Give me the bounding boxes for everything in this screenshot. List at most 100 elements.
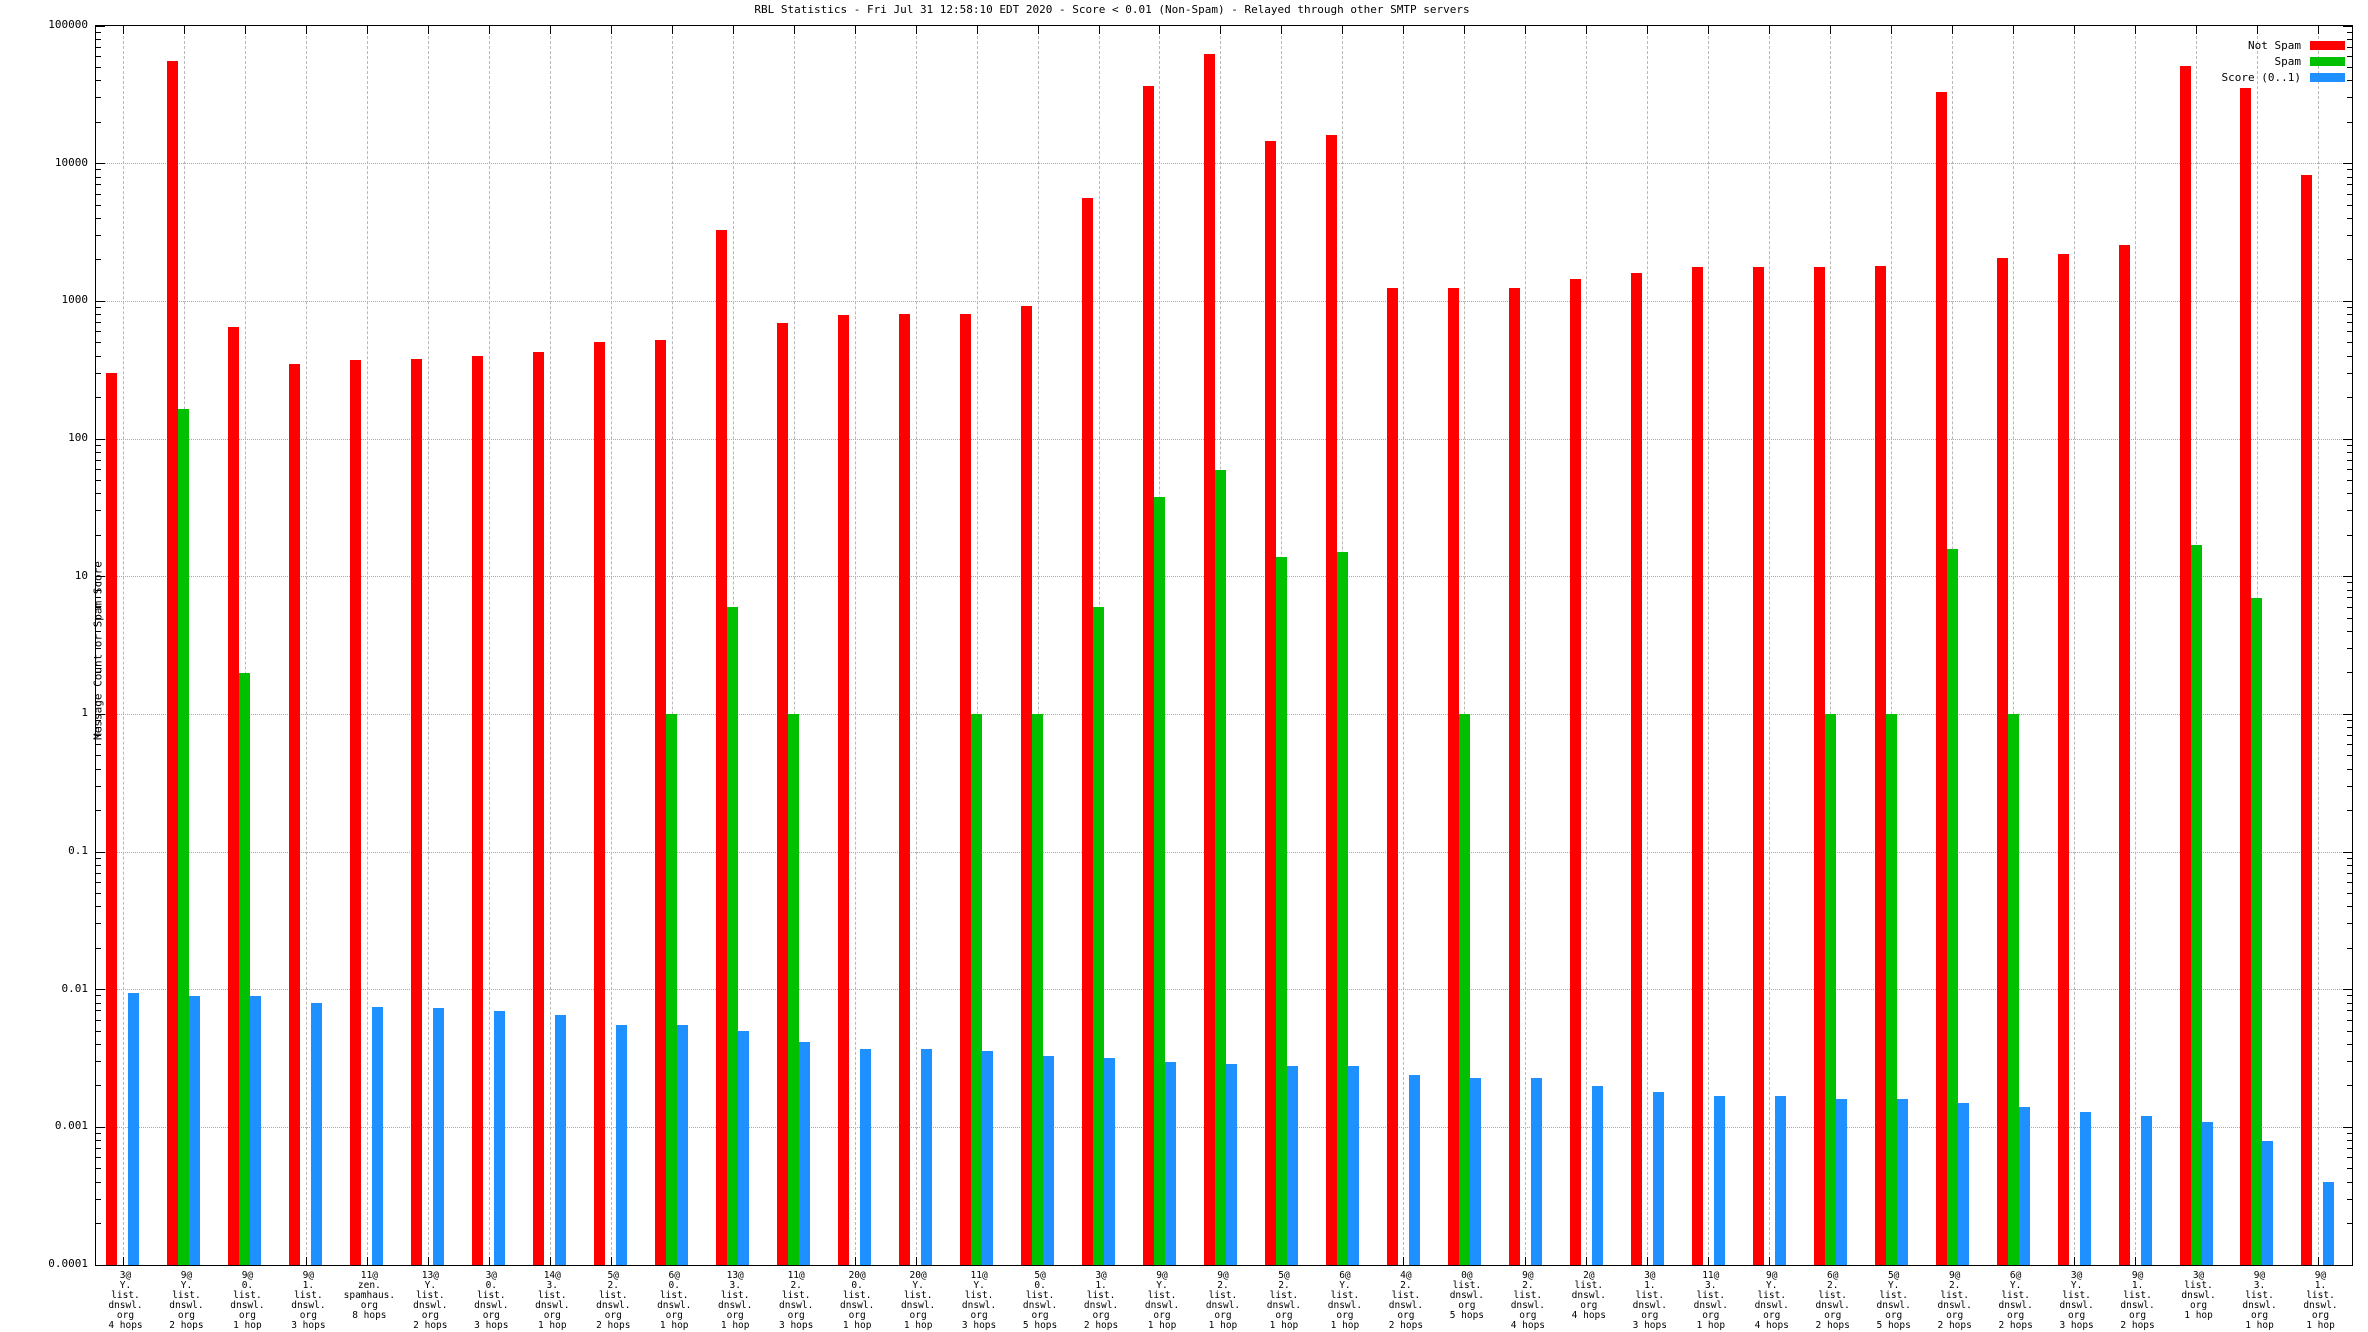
bar-spam [1153, 496, 1165, 1265]
x-bottom-tick [1708, 1257, 1710, 1265]
y-minor-tick [96, 459, 101, 461]
y-tick-label: 10 [74, 568, 88, 582]
y-minor-tick [96, 1140, 101, 1142]
y-minor-tick [96, 947, 101, 949]
x-top-tick [2074, 26, 2076, 34]
y-minor-tick [2347, 235, 2352, 237]
x-top-tick [1586, 26, 1588, 34]
plot-area [95, 25, 2353, 1266]
y-minor-tick [96, 493, 101, 495]
y-minor-tick [2347, 768, 2352, 770]
y-minor-tick [96, 204, 101, 206]
bar-score [1408, 1074, 1420, 1265]
y-minor-tick [96, 31, 101, 33]
y-minor-tick [96, 534, 101, 536]
y-major-tick [2343, 438, 2352, 440]
x-group-label: 9@ 2. list. dnswl. org 1 hop [1205, 1270, 1241, 1331]
bar-spam [788, 714, 800, 1265]
bar-not-spam [2057, 254, 2069, 1265]
x-gridline [2074, 26, 2076, 1265]
y-minor-tick [2347, 259, 2352, 261]
y-minor-tick [2347, 176, 2352, 178]
y-minor-tick [96, 785, 101, 787]
bar-not-spam [1874, 266, 1886, 1265]
legend-row: Score (0..1) [2195, 72, 2345, 84]
bar-not-spam [960, 313, 972, 1265]
y-minor-tick [2347, 785, 2352, 787]
legend-label: Score (0..1) [2221, 71, 2301, 84]
y-major-tick [96, 576, 105, 578]
y-minor-tick [96, 355, 101, 357]
y-minor-tick [96, 892, 101, 894]
x-gridline [793, 26, 795, 1265]
y-minor-tick [2347, 307, 2352, 309]
bar-score [433, 1008, 445, 1265]
y-tick-label: 1000 [61, 293, 89, 307]
y-minor-tick [96, 169, 101, 171]
x-bottom-tick [2135, 1257, 2137, 1265]
x-gridline [427, 26, 429, 1265]
y-major-tick [2343, 989, 2352, 991]
y-minor-tick [2347, 582, 2352, 584]
legend-swatch-score-0-1- [2310, 73, 2345, 82]
x-gridline [671, 26, 673, 1265]
x-gridline [305, 26, 307, 1265]
y-minor-tick [2347, 493, 2352, 495]
bar-score [921, 1049, 933, 1265]
y-tick-label: 0.001 [54, 1119, 88, 1133]
y-minor-tick [2347, 1030, 2352, 1032]
y-minor-tick [2347, 1223, 2352, 1225]
y-minor-tick [2347, 479, 2352, 481]
bar-not-spam [838, 314, 850, 1265]
bar-spam [1336, 552, 1348, 1265]
y-minor-tick [96, 444, 101, 446]
y-minor-tick [2347, 342, 2352, 344]
y-major-tick [96, 989, 105, 991]
y-minor-tick [2347, 217, 2352, 219]
bar-spam [239, 672, 251, 1265]
y-minor-tick [96, 56, 101, 58]
bar-not-spam [228, 327, 240, 1265]
x-gridline [488, 26, 490, 1265]
y-minor-tick [96, 80, 101, 82]
y-minor-tick [2347, 204, 2352, 206]
bar-score [1286, 1065, 1298, 1265]
bar-not-spam [1569, 279, 1581, 1265]
y-major-tick [96, 851, 105, 853]
x-group-label: 3@ 0. list. dnswl. org 3 hops [474, 1270, 509, 1331]
y-major-tick [96, 163, 105, 165]
x-gridline [1769, 26, 1771, 1265]
y-minor-tick [2347, 397, 2352, 399]
y-minor-tick [96, 217, 101, 219]
x-top-tick [122, 26, 124, 34]
x-gridline [1464, 26, 1466, 1265]
bar-not-spam [1691, 266, 1703, 1265]
y-minor-tick [2347, 1168, 2352, 1170]
bar-not-spam [1325, 134, 1337, 1265]
bar-score [128, 992, 140, 1265]
x-top-tick [610, 26, 612, 34]
y-minor-tick [2347, 1198, 2352, 1200]
x-top-tick [2317, 26, 2319, 34]
y-minor-tick [96, 46, 101, 48]
bar-score [2018, 1107, 2030, 1265]
x-gridline [1647, 26, 1649, 1265]
y-minor-tick [2347, 469, 2352, 471]
y-minor-tick [2347, 331, 2352, 333]
x-group-label: 6@ 0. list. dnswl. org 1 hop [657, 1270, 692, 1331]
y-tick-label: 0.1 [68, 844, 88, 857]
y-minor-tick [2347, 1085, 2352, 1087]
x-group-label: 5@ Y. list. dnswl. org 5 hops [1876, 1270, 1911, 1331]
bar-score [616, 1025, 628, 1265]
x-group-label: 0@ list. dnswl. org 5 hops [1449, 1270, 1485, 1321]
y-major-tick [2343, 1126, 2352, 1128]
y-major-tick [96, 25, 105, 27]
bar-score [738, 1031, 750, 1265]
y-tick-label: 1 [81, 706, 88, 720]
y-tick-label: 100 [68, 431, 88, 444]
y-major-tick [96, 300, 105, 302]
y-major-tick [2343, 713, 2352, 715]
bar-not-spam [350, 359, 362, 1265]
y-minor-tick [2347, 38, 2352, 40]
bar-score [1835, 1099, 1847, 1265]
